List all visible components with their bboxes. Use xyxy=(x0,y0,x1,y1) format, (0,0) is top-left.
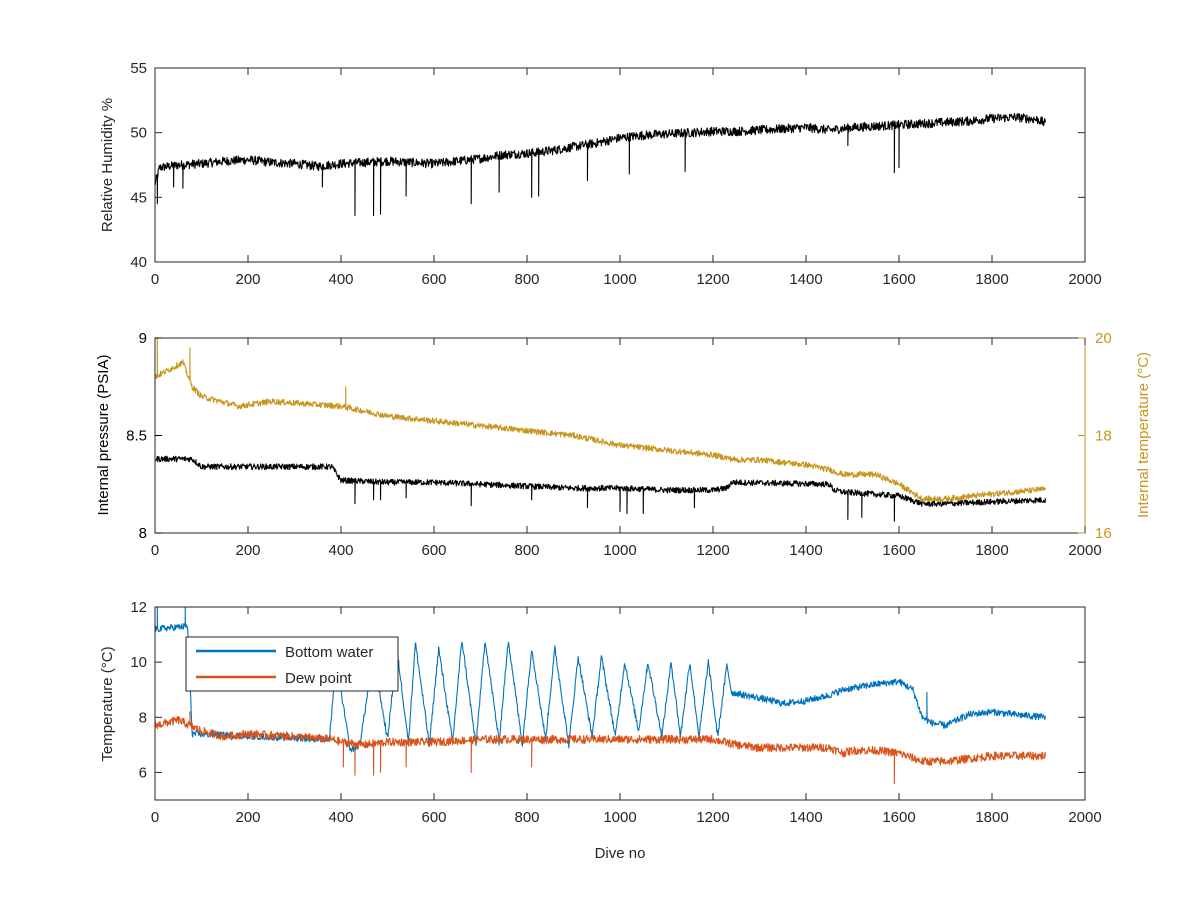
temperature-x-tick-label: 200 xyxy=(235,809,260,826)
humidity-y-tick-label: 40 xyxy=(130,254,147,271)
pressure-y-axis-label: Internal pressure (PSIA) xyxy=(95,355,112,516)
temperature-right-y-axis-label: Internal temperature (°C) xyxy=(1135,352,1152,518)
temperature-y-axis-label: Temperature (°C) xyxy=(99,646,116,761)
humidity-y-axis-label: Relative Humidity % xyxy=(99,98,116,232)
humidity-x-tick-label: 1400 xyxy=(789,271,822,288)
temperature-series-1-line xyxy=(155,711,1047,785)
pressure-x-tick-label: 400 xyxy=(328,542,353,559)
temperature-x-tick-label: 1600 xyxy=(882,809,915,826)
pressure-x-tick-label: 1800 xyxy=(975,542,1008,559)
panel-pressure: 0 200 400 600 800 1000 1200 1400 1600 1800 2000 8 8.… xyxy=(95,330,1152,559)
humidity-x-tick-label: 800 xyxy=(514,271,539,288)
temperature-x-tick-label: 1400 xyxy=(789,809,822,826)
legend: Bottom water Dew point xyxy=(185,636,399,692)
temperature-x-tick-label: 800 xyxy=(514,809,539,826)
pressure-x-tick-label: 200 xyxy=(235,542,260,559)
legend-label-bottom-water: Bottom water xyxy=(285,644,373,661)
temperature-x-tick-label: 400 xyxy=(328,809,353,826)
pressure-x-tick-label: 1400 xyxy=(789,542,822,559)
humidity-x-tick-label: 2000 xyxy=(1068,271,1101,288)
temperature-y-tick-label: 10 xyxy=(130,654,147,671)
pressure-y-tick-label-right: 18 xyxy=(1095,428,1112,445)
pressure-y-tick-label: 9 xyxy=(139,330,147,347)
humidity-y-tick-label: 55 xyxy=(130,60,147,77)
humidity-y-tick-label: 45 xyxy=(130,189,147,206)
humidity-y-tick-label: 50 xyxy=(130,125,147,142)
humidity-x-tick-label: 0 xyxy=(151,271,159,288)
panel-temperature: 0 200 400 600 800 1000 1200 1400 1600 1800 2000 6 8 1… xyxy=(99,599,1102,862)
temperature-y-tick-label: 8 xyxy=(139,709,147,726)
humidity-x-tick-label: 600 xyxy=(421,271,446,288)
temperature-ticks-layer: 0 200 400 600 800 1000 1200 1400 1600 1800 2000 6 8 1… xyxy=(130,599,1101,826)
pressure-x-tick-label: 800 xyxy=(514,542,539,559)
temperature-series-layer xyxy=(155,607,1047,785)
temperature-x-tick-label: 1000 xyxy=(603,809,636,826)
temperature-y-tick-label: 12 xyxy=(130,599,147,616)
pressure-series-layer xyxy=(155,338,1047,522)
temperature-x-axis-label: Dive no xyxy=(595,845,646,862)
pressure-series-0-line xyxy=(155,455,1047,522)
pressure-x-tick-label: 2000 xyxy=(1068,542,1101,559)
pressure-y-tick-label: 8 xyxy=(139,525,147,542)
humidity-x-tick-label: 1600 xyxy=(882,271,915,288)
temperature-x-tick-label: 1200 xyxy=(696,809,729,826)
pressure-x-tick-label: 1600 xyxy=(882,542,915,559)
pressure-y-tick-label-right: 20 xyxy=(1095,330,1112,347)
humidity-series-layer xyxy=(155,113,1047,216)
temperature-x-tick-label: 600 xyxy=(421,809,446,826)
pressure-x-tick-label: 0 xyxy=(151,542,159,559)
temperature-x-tick-label: 1800 xyxy=(975,809,1008,826)
pressure-y-tick-label: 8.5 xyxy=(126,428,147,445)
pressure-x-tick-label: 600 xyxy=(421,542,446,559)
humidity-x-tick-label: 1800 xyxy=(975,271,1008,288)
temperature-x-tick-label: 2000 xyxy=(1068,809,1101,826)
legend-box xyxy=(185,636,399,692)
humidity-x-tick-label: 1200 xyxy=(696,271,729,288)
temperature-y-tick-label: 6 xyxy=(139,764,147,781)
humidity-x-tick-label: 400 xyxy=(328,271,353,288)
pressure-x-tick-label: 1200 xyxy=(696,542,729,559)
legend-label-dew-point: Dew point xyxy=(285,670,353,687)
panel-humidity: 0 200 400 600 800 1000 1200 1400 1600 1800 2000 40 4… xyxy=(99,60,1102,288)
temperature-x-tick-label: 0 xyxy=(151,809,159,826)
humidity-x-tick-label: 200 xyxy=(235,271,260,288)
humidity-ticks-layer: 0 200 400 600 800 1000 1200 1400 1600 1800 2000 40 4… xyxy=(130,60,1101,288)
pressure-series-1-line xyxy=(155,338,1046,503)
humidity-series-0-line xyxy=(155,113,1047,216)
pressure-x-tick-label: 1000 xyxy=(603,542,636,559)
pressure-ticks-layer: 0 200 400 600 800 1000 1200 1400 1600 1800 2000 8 8.… xyxy=(126,330,1112,559)
humidity-x-tick-label: 1000 xyxy=(603,271,636,288)
pressure-y-tick-label-right: 16 xyxy=(1095,525,1112,542)
